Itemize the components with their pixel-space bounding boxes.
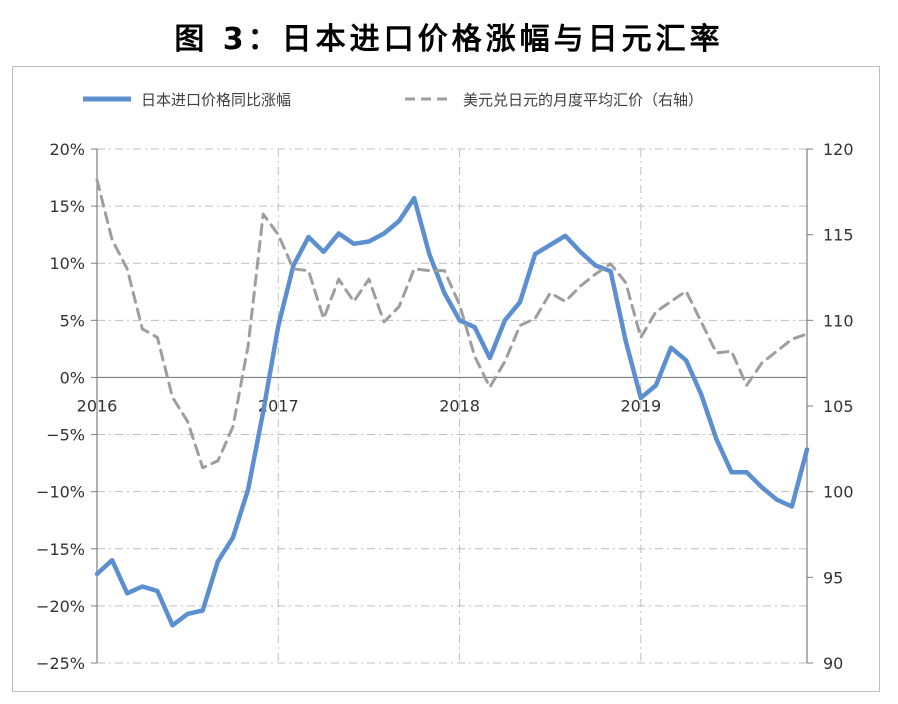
right-tick-label: 110 (823, 311, 854, 330)
series-line-import-price (94, 195, 810, 628)
right-tick-label: 115 (823, 226, 854, 245)
x-tick-label: 2018 (439, 396, 480, 415)
series-line-usdjpy (95, 178, 809, 470)
legend-label-usdjpy: 美元兑日元的月度平均汇价（右轴） (463, 91, 703, 109)
left-tick-label: 15% (49, 197, 85, 216)
right-tick-label: 100 (823, 483, 854, 502)
left-tick-label: 10% (49, 254, 85, 273)
right-tick-label: 90 (823, 654, 843, 673)
chart-plot: 20% 15% 10% 5% 0% −5% −10% −15% −20% −25% 120 115 11… (36, 91, 854, 673)
right-tick-label: 105 (823, 397, 854, 416)
x-tick-label: 2016 (77, 396, 118, 415)
left-tick-label: 5% (60, 311, 85, 330)
left-tick-label: 20% (49, 140, 85, 159)
left-tick-label: −25% (36, 654, 85, 673)
right-tick-label: 120 (823, 140, 854, 159)
chart-frame: 20% 15% 10% 5% 0% −5% −10% −15% −20% −25% 120 115 11… (12, 66, 880, 692)
left-tick-label: −20% (36, 597, 85, 616)
x-tick-label: 2017 (258, 396, 299, 415)
legend-label-import-price: 日本进口价格同比涨幅 (141, 91, 291, 109)
chart-title: 图 3：日本进口价格涨幅与日元汇率 (174, 22, 724, 57)
left-tick-label: −5% (46, 426, 85, 445)
left-tick-label: −10% (36, 483, 85, 502)
x-tick-label: 2019 (620, 396, 661, 415)
left-tick-label: −15% (36, 540, 85, 559)
right-tick-label: 95 (823, 568, 843, 587)
left-tick-label: 0% (60, 368, 85, 387)
